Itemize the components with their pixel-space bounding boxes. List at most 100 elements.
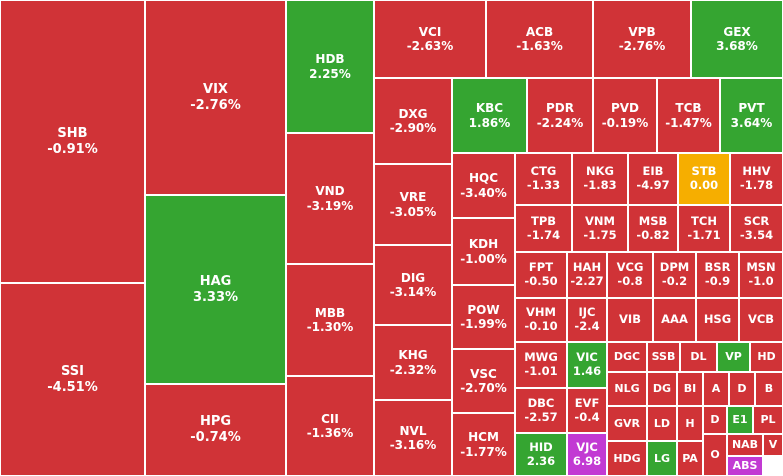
tile-gvr[interactable]: GVR — [607, 406, 647, 441]
tile-symbol: TCH — [691, 213, 717, 228]
tile-vsc[interactable]: VSC -2.70% — [452, 349, 515, 413]
tile-vci[interactable]: VCI -2.63% — [374, 0, 486, 78]
tile-pl[interactable]: PL — [753, 406, 783, 434]
tile-change: -3.54 — [739, 227, 774, 242]
tile-vpb[interactable]: VPB -2.76% — [593, 0, 691, 78]
tile-mwg[interactable]: MWG -1.01 — [515, 342, 567, 388]
tile-hag[interactable]: HAG 3.33% — [145, 195, 286, 384]
tile-fpt[interactable]: FPT -0.50 — [515, 252, 567, 298]
tile-change: -1.83 — [583, 178, 617, 192]
tile-dbc[interactable]: DBC -2.57 — [515, 388, 567, 433]
tile-ssi[interactable]: SSI -4.51% — [0, 283, 145, 476]
tile-symbol: HD — [757, 350, 776, 364]
tile-vnm[interactable]: VNM -1.75 — [572, 205, 628, 252]
tile-nkg[interactable]: NKG -1.83 — [572, 153, 628, 205]
tile-symbol: PL — [760, 413, 776, 427]
tile-pow[interactable]: POW -1.99% — [452, 285, 515, 349]
tile-ssb[interactable]: SSB — [647, 342, 680, 372]
tile-symbol: DXG — [398, 106, 428, 121]
tile-dxg[interactable]: DXG -2.90% — [374, 78, 452, 164]
tile-dig[interactable]: DIG -3.14% — [374, 245, 452, 325]
tile-vix[interactable]: VIX -2.76% — [145, 0, 286, 195]
tile-acb[interactable]: ACB -1.63% — [486, 0, 593, 78]
tile-vic[interactable]: VIC 1.46 — [567, 342, 607, 388]
tile-symbol: POW — [467, 302, 500, 317]
tile-dpm[interactable]: DPM -0.2 — [653, 252, 696, 298]
tile-change: -3.05% — [389, 204, 437, 219]
tile-abs[interactable]: ABS — [727, 456, 763, 476]
tile-change: -1.0 — [748, 274, 774, 288]
tile-stb[interactable]: STB 0.00 — [678, 153, 730, 205]
tile-pvt[interactable]: PVT 3.64% — [720, 78, 783, 153]
tile-kbc[interactable]: KBC 1.86% — [452, 78, 527, 153]
tile-bi[interactable]: BI — [677, 372, 703, 406]
tile-change: 2.36 — [526, 453, 556, 468]
tile-symbol: STB — [691, 164, 717, 179]
tile-vp[interactable]: VP — [717, 342, 750, 372]
tile-vre[interactable]: VRE -3.05% — [374, 164, 452, 245]
tile-vcb[interactable]: VCB — [739, 298, 783, 342]
tile-ld[interactable]: LD — [647, 406, 677, 441]
tile-hsg[interactable]: HSG — [696, 298, 739, 342]
tile-change: -3.19% — [306, 198, 354, 213]
tile-hid[interactable]: HID 2.36 — [515, 433, 567, 476]
tile-msb[interactable]: MSB -0.82 — [628, 205, 678, 252]
tile-b[interactable]: B — [755, 372, 783, 406]
tile-symbol: HQC — [468, 171, 499, 186]
tile-change: 0.00 — [689, 178, 719, 192]
tile-shb[interactable]: SHB -0.91% — [0, 0, 145, 283]
tile-hhv[interactable]: HHV -1.78 — [730, 153, 783, 205]
tile-ctg[interactable]: CTG -1.33 — [515, 153, 572, 205]
tile-symbol: KDH — [468, 237, 499, 252]
tile-hah[interactable]: HAH -2.27 — [567, 252, 607, 298]
tile-hdb[interactable]: HDB 2.25% — [286, 0, 374, 133]
tile-pa[interactable]: PA — [677, 441, 703, 476]
tile-symbol: VP — [725, 350, 742, 364]
tile-v[interactable]: V — [763, 434, 783, 456]
tile-aaa[interactable]: AAA — [653, 298, 696, 342]
tile-dgc[interactable]: DGC — [607, 342, 647, 372]
tile-evf[interactable]: EVF -0.4 — [567, 388, 607, 433]
tile-vnd[interactable]: VND -3.19% — [286, 133, 374, 264]
tile-lg[interactable]: LG — [647, 441, 677, 476]
tile-change: -0.10 — [524, 319, 558, 333]
tile-h[interactable]: H — [677, 406, 703, 441]
tile-tch[interactable]: TCH -1.71 — [678, 205, 730, 252]
tile-vhm[interactable]: VHM -0.10 — [515, 298, 567, 342]
tile-pdr[interactable]: PDR -2.24% — [527, 78, 593, 153]
tile-mbb[interactable]: MBB -1.30% — [286, 264, 374, 376]
tile-hqc[interactable]: HQC -3.40% — [452, 153, 515, 218]
tile-vcg[interactable]: VCG -0.8 — [607, 252, 653, 298]
tile-pvd[interactable]: PVD -0.19% — [593, 78, 657, 153]
tile-d[interactable]: D — [729, 372, 755, 406]
tile-tcb[interactable]: TCB -1.47% — [657, 78, 720, 153]
tile-nvl[interactable]: NVL -3.16% — [374, 400, 452, 476]
tile-cii[interactable]: CII -1.36% — [286, 376, 374, 476]
tile-o[interactable]: O — [703, 434, 727, 476]
tile-a[interactable]: A — [703, 372, 729, 406]
tile-hpg[interactable]: HPG -0.74% — [145, 384, 286, 476]
tile-nlg[interactable]: NLG — [607, 372, 647, 406]
tile-vib[interactable]: VIB — [607, 298, 653, 342]
tile-gex[interactable]: GEX 3.68% — [691, 0, 783, 78]
tile-hcm[interactable]: HCM -1.77% — [452, 413, 515, 476]
tile-khg[interactable]: KHG -2.32% — [374, 325, 452, 400]
tile-scr[interactable]: SCR -3.54 — [730, 205, 783, 252]
tile-eib[interactable]: EIB -4.97 — [628, 153, 678, 205]
tile-e1[interactable]: E1 — [727, 406, 753, 434]
tile-nab[interactable]: NAB — [727, 434, 763, 456]
tile-symbol: VPB — [628, 24, 656, 39]
tile-tpb[interactable]: TPB -1.74 — [515, 205, 572, 252]
tile-change: -1.74 — [526, 227, 561, 242]
tile-dl[interactable]: DL — [680, 342, 717, 372]
tile-d[interactable]: D — [703, 406, 727, 434]
tile-hd[interactable]: HD — [750, 342, 783, 372]
tile-dg[interactable]: DG — [647, 372, 677, 406]
tile-ijc[interactable]: IJC -2.4 — [567, 298, 607, 342]
tile-kdh[interactable]: KDH -1.00% — [452, 218, 515, 285]
tile-vjc[interactable]: VJC 6.98 — [567, 433, 607, 476]
tile-hdg[interactable]: HDG — [607, 441, 647, 476]
tile-msn[interactable]: MSN -1.0 — [739, 252, 783, 298]
tile-bsr[interactable]: BSR -0.9 — [696, 252, 739, 298]
